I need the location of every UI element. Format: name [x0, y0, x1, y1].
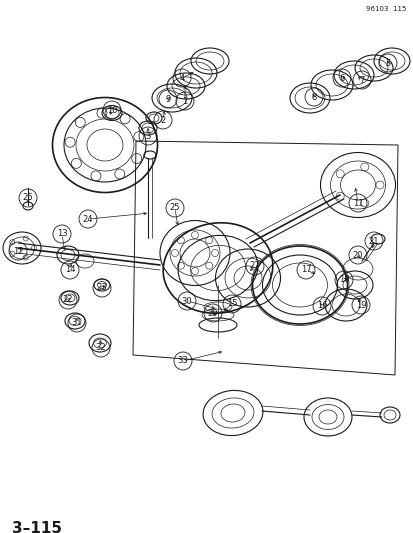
Text: 4: 4 — [179, 74, 184, 83]
Text: 3–115: 3–115 — [12, 521, 62, 533]
Text: 20: 20 — [352, 251, 362, 260]
Text: 18: 18 — [338, 276, 349, 285]
Text: 22: 22 — [63, 295, 73, 304]
Text: 15: 15 — [226, 300, 237, 309]
Text: 5: 5 — [385, 59, 390, 68]
Text: 19: 19 — [355, 301, 366, 310]
Text: 3: 3 — [145, 132, 150, 141]
Text: 33: 33 — [177, 357, 188, 366]
Text: 6: 6 — [339, 74, 344, 83]
Text: 30: 30 — [181, 296, 192, 305]
Text: 17: 17 — [300, 265, 311, 274]
Text: 12: 12 — [13, 246, 23, 255]
Text: 27: 27 — [249, 262, 260, 271]
Text: 29: 29 — [207, 309, 218, 318]
Text: 24: 24 — [83, 214, 93, 223]
Text: 9: 9 — [165, 94, 170, 103]
Text: 2: 2 — [160, 116, 165, 125]
Text: 96103  115: 96103 115 — [365, 6, 405, 12]
Text: 31: 31 — [71, 319, 82, 327]
Text: 23: 23 — [97, 284, 107, 293]
Text: 21: 21 — [368, 237, 378, 246]
Text: 10: 10 — [107, 106, 117, 115]
Text: 14: 14 — [64, 265, 75, 274]
Text: 1: 1 — [182, 96, 187, 106]
Text: 16: 16 — [316, 302, 327, 311]
Text: 13: 13 — [57, 230, 67, 238]
Text: 26: 26 — [23, 193, 33, 203]
Text: 7: 7 — [358, 76, 364, 85]
Text: 8: 8 — [311, 93, 316, 101]
Text: 25: 25 — [169, 204, 180, 213]
Text: 32: 32 — [95, 343, 106, 352]
Text: 11: 11 — [352, 198, 362, 207]
